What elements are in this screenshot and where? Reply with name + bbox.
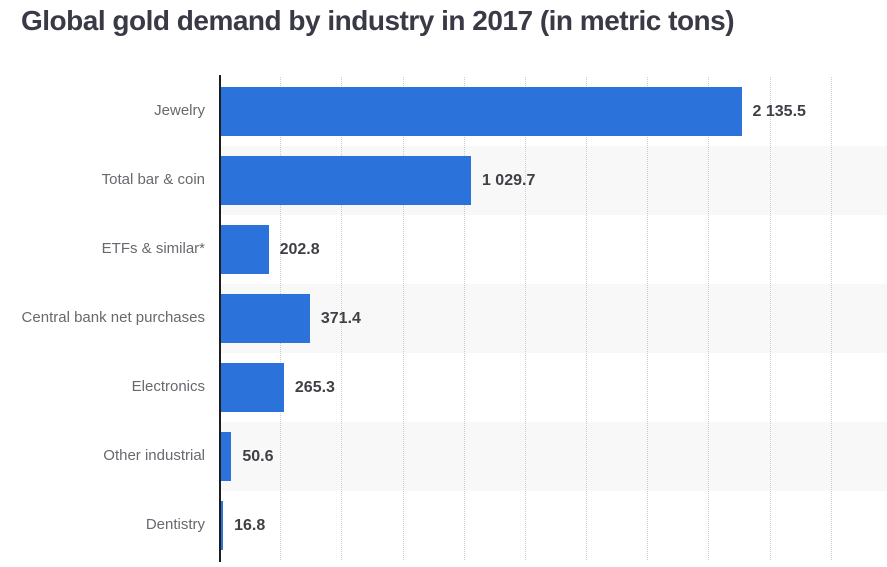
category-label: Jewelry bbox=[154, 102, 205, 120]
gridline bbox=[647, 77, 649, 560]
gridline bbox=[708, 77, 710, 560]
value-label: 265.3 bbox=[294, 378, 335, 396]
plot-area: 2 135.5 1 029.7 202.8 371.4 265.3 50.6 16.8 bbox=[219, 75, 887, 562]
category-label: Central bank net purchases bbox=[21, 309, 205, 327]
gridline bbox=[463, 77, 465, 560]
bar-chart: Jewelry Total bar & coin ETFs & similar* Ce… bbox=[0, 75, 887, 562]
gridline bbox=[341, 77, 343, 560]
value-label: 202.8 bbox=[279, 240, 320, 258]
gridline bbox=[769, 77, 771, 560]
chart-row: 16.8 bbox=[219, 491, 887, 560]
value-label: 16.8 bbox=[234, 516, 266, 534]
bar[interactable] bbox=[219, 156, 471, 205]
bar[interactable] bbox=[219, 432, 232, 481]
category-label: Dentistry bbox=[145, 516, 205, 534]
gridline bbox=[586, 77, 588, 560]
value-label: 1 029.7 bbox=[481, 171, 536, 189]
chart-row: 50.6 bbox=[219, 422, 887, 491]
gridline bbox=[830, 77, 832, 560]
chart-row: 265.3 bbox=[219, 353, 887, 422]
category-labels: Jewelry Total bar & coin ETFs & similar* Ce… bbox=[0, 77, 219, 560]
value-label: 371.4 bbox=[320, 309, 361, 327]
chart-title: Global gold demand by industry in 2017 (… bbox=[21, 5, 735, 36]
y-axis-line bbox=[219, 75, 221, 562]
category-label: Electronics bbox=[131, 378, 205, 396]
bar[interactable] bbox=[219, 501, 224, 550]
gridline bbox=[402, 77, 404, 560]
chart-row: 202.8 bbox=[219, 215, 887, 284]
chart-row: 371.4 bbox=[219, 284, 887, 353]
chart-row: 2 135.5 bbox=[219, 77, 887, 146]
bar[interactable] bbox=[219, 225, 269, 274]
value-label: 2 135.5 bbox=[752, 102, 806, 120]
category-label: Total bar & coin bbox=[101, 171, 205, 189]
statista-chart-page: Global gold demand by industry in 2017 (… bbox=[0, 5, 887, 562]
category-label: ETFs & similar* bbox=[101, 240, 205, 258]
bar[interactable] bbox=[219, 294, 310, 343]
bar[interactable] bbox=[219, 87, 742, 136]
chart-row: 1 029.7 bbox=[219, 146, 887, 215]
bar[interactable] bbox=[219, 363, 284, 412]
value-label: 50.6 bbox=[242, 447, 274, 465]
category-label: Other industrial bbox=[103, 447, 205, 465]
gridline bbox=[524, 77, 526, 560]
